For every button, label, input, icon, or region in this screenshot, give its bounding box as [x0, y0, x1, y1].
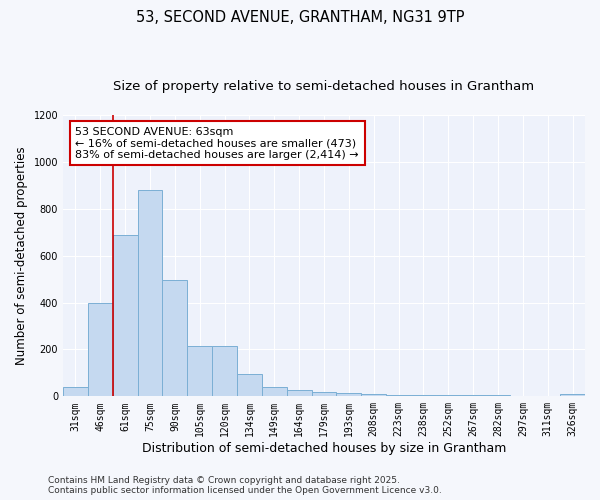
Bar: [361, 394, 386, 396]
Bar: [485, 395, 511, 396]
Bar: [212, 346, 237, 397]
Bar: [311, 392, 337, 396]
Bar: [386, 395, 411, 396]
Text: Contains HM Land Registry data © Crown copyright and database right 2025.
Contai: Contains HM Land Registry data © Crown c…: [48, 476, 442, 495]
Bar: [337, 393, 361, 396]
Bar: [436, 395, 461, 396]
Bar: [88, 302, 113, 396]
Bar: [237, 374, 262, 396]
Bar: [262, 387, 287, 396]
Bar: [287, 390, 311, 396]
Bar: [411, 395, 436, 396]
Bar: [113, 234, 137, 396]
Bar: [560, 394, 585, 396]
Title: Size of property relative to semi-detached houses in Grantham: Size of property relative to semi-detach…: [113, 80, 535, 93]
Text: 53, SECOND AVENUE, GRANTHAM, NG31 9TP: 53, SECOND AVENUE, GRANTHAM, NG31 9TP: [136, 10, 464, 25]
Bar: [461, 395, 485, 396]
Bar: [137, 190, 163, 396]
Bar: [187, 346, 212, 397]
Bar: [63, 387, 88, 396]
X-axis label: Distribution of semi-detached houses by size in Grantham: Distribution of semi-detached houses by …: [142, 442, 506, 455]
Y-axis label: Number of semi-detached properties: Number of semi-detached properties: [15, 146, 28, 365]
Text: 53 SECOND AVENUE: 63sqm
← 16% of semi-detached houses are smaller (473)
83% of s: 53 SECOND AVENUE: 63sqm ← 16% of semi-de…: [76, 126, 359, 160]
Bar: [163, 280, 187, 396]
